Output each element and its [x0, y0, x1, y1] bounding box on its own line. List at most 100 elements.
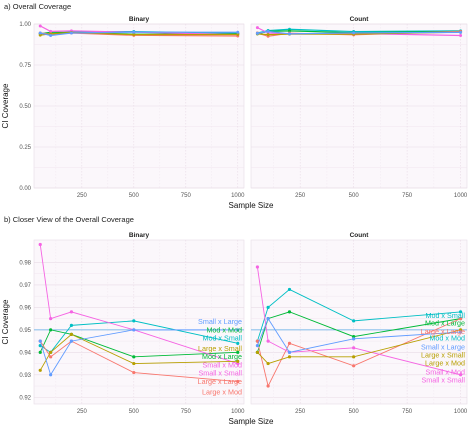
data-point [255, 339, 260, 343]
data-point [69, 323, 74, 327]
data-point [132, 33, 136, 37]
data-point [352, 335, 356, 339]
data-point [287, 350, 292, 354]
series-label: Large x Large [421, 327, 465, 336]
data-point [38, 33, 42, 37]
data-point [236, 350, 240, 354]
data-point [459, 33, 463, 37]
data-point [132, 361, 136, 366]
data-point [255, 350, 260, 354]
series-label: Mod x Large [425, 319, 465, 328]
data-point [132, 319, 136, 323]
data-point [266, 305, 270, 309]
data-point [132, 30, 136, 34]
data-point [255, 265, 260, 269]
data-point [236, 341, 240, 345]
data-point [69, 31, 73, 35]
y-tick-label: 0.92 [19, 395, 31, 401]
data-point [287, 341, 292, 345]
series-label: Mod x Large [202, 352, 242, 361]
data-point [38, 24, 42, 28]
x-tick-label: 1000 [454, 409, 468, 415]
data-point [458, 373, 463, 377]
y-tick-label: 0.25 [19, 145, 31, 151]
y-tick-label: 0.00 [19, 186, 31, 192]
series-label: Large x Small [421, 351, 465, 360]
x-tick-label: 1000 [231, 409, 245, 415]
x-tick-label: 1000 [454, 193, 468, 199]
data-point [458, 310, 463, 314]
x-tick-label: 250 [77, 193, 88, 199]
strip-background [251, 12, 467, 24]
y-tick-label: 0.95 [19, 328, 31, 334]
data-point [49, 373, 53, 377]
data-point [49, 317, 53, 321]
x-tick-label: 250 [295, 409, 306, 415]
data-point [49, 355, 53, 359]
x-tick-label: 750 [402, 409, 413, 415]
y-tick-label: 0.50 [19, 104, 31, 110]
data-point [459, 30, 463, 34]
strip-background [34, 228, 244, 240]
data-point [255, 31, 259, 35]
data-point [458, 317, 463, 321]
x-tick-label: 1000 [231, 193, 245, 199]
data-point [287, 310, 292, 314]
y-axis-title-a: CI Coverage [1, 83, 10, 128]
series-label: Mod x Mod [429, 334, 465, 343]
data-point [352, 31, 356, 35]
data-point [236, 32, 240, 36]
strip-label: Count [350, 16, 370, 23]
series-label: Large x Mod [425, 359, 465, 368]
y-tick-label: 0.97 [19, 283, 31, 289]
data-point [266, 339, 270, 343]
series-label: Small x Mod [202, 360, 242, 369]
data-point [352, 355, 356, 359]
data-point [266, 384, 270, 388]
strip-label: Binary [129, 16, 150, 23]
series-label: Mod x Small [202, 334, 242, 343]
x-tick-label: 500 [349, 409, 360, 415]
x-axis-title-a: Sample Size [229, 201, 274, 210]
x-tick-label: 750 [181, 409, 192, 415]
data-point [132, 370, 136, 375]
data-point [69, 332, 74, 336]
data-point [132, 355, 136, 359]
strip-background [34, 12, 244, 24]
series-label: Large x Mod [202, 387, 242, 396]
data-point [352, 364, 356, 368]
data-point [352, 319, 356, 323]
panel-b-binary: Binary 250 500 750 1000 0.92 0.93 0.94 0.95 0.96 0… [19, 228, 245, 415]
data-point [287, 32, 291, 36]
data-point [266, 29, 270, 33]
data-point [236, 328, 240, 332]
x-axis-title-b: Sample Size [229, 417, 274, 426]
data-point [287, 287, 292, 292]
series-label: Large x Large [198, 377, 242, 386]
data-point [458, 328, 463, 332]
strip-background [251, 228, 467, 240]
data-point [49, 29, 53, 33]
x-tick-label: 500 [349, 193, 360, 199]
y-tick-label: 0.98 [19, 260, 31, 266]
data-point [236, 30, 240, 34]
plot-title-a: a) Overall Coverage [4, 2, 71, 11]
y-tick-label: 0.96 [19, 305, 31, 311]
data-point [458, 330, 463, 334]
x-tick-label: 250 [77, 409, 88, 415]
series-label: Small x Large [421, 342, 465, 351]
data-point [49, 33, 53, 37]
data-point [266, 317, 270, 321]
data-point [287, 29, 291, 33]
series-label: Mod x Small [425, 311, 465, 320]
series-label: Small x Small [421, 376, 465, 385]
series-label: Mod x Mod [206, 325, 242, 334]
data-point [49, 350, 53, 354]
strip-label: Count [350, 232, 370, 239]
data-point [49, 328, 53, 332]
series-label: Small x Large [198, 317, 242, 326]
data-point [38, 368, 42, 372]
data-point [287, 355, 292, 359]
data-point [236, 379, 240, 384]
